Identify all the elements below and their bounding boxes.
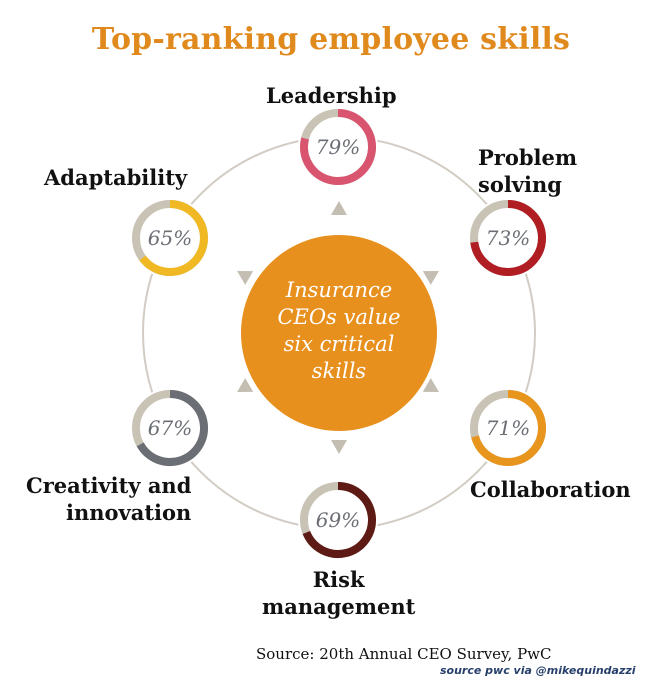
value-label-leadership: 79% xyxy=(316,135,360,159)
value-label-problem-solving: 73% xyxy=(486,226,530,250)
donut-arc-risk-management xyxy=(302,482,376,558)
donut-arc-leadership xyxy=(300,109,376,185)
skill-label-line: innovation xyxy=(66,500,192,525)
skill-label-collaboration: Collaboration xyxy=(470,476,631,503)
donut-backdrop-risk-management xyxy=(298,480,378,560)
donut-arc-creativity-innovation xyxy=(136,390,208,466)
skill-label-line: Adaptability xyxy=(44,165,188,190)
arrow-creativity-innovation xyxy=(237,378,254,392)
arrow-adaptability xyxy=(237,271,254,285)
center-text-line: Insurance xyxy=(285,278,392,302)
donut-arc-problem-solving xyxy=(470,200,546,276)
center-circle xyxy=(241,235,437,431)
center-text: Insurance CEOs value six critical skills xyxy=(277,278,400,383)
skill-label-line: Risk xyxy=(312,567,365,592)
arrow-problem-solving xyxy=(422,271,439,285)
center-text-line: six critical xyxy=(284,332,395,356)
donut-backdrop-collaboration xyxy=(468,388,548,468)
donut-backdrop-leadership xyxy=(298,107,378,187)
arrow-leadership xyxy=(331,201,347,215)
arrow-collaboration xyxy=(422,378,439,392)
chart-title: Top-ranking employee skills xyxy=(91,22,571,57)
donut-backdrop-creativity-innovation xyxy=(130,388,210,468)
donut-arc-collaboration xyxy=(471,390,546,466)
center-text-line: skills xyxy=(312,359,367,383)
skill-label-line: solving xyxy=(478,172,562,197)
skill-label-creativity-innovation: Creativity and innovation xyxy=(26,472,191,526)
value-label-risk-management: 69% xyxy=(316,508,360,532)
donut-arc-adaptability xyxy=(139,200,208,276)
skill-label-leadership: Leadership xyxy=(266,82,397,109)
skill-label-line: Problem xyxy=(478,145,578,170)
arrow-risk-management xyxy=(331,440,347,454)
skill-label-problem-solving: Problem solving xyxy=(478,144,577,198)
center-text-line: CEOs value xyxy=(277,305,400,329)
value-label-adaptability: 65% xyxy=(148,226,192,250)
skill-label-line: Collaboration xyxy=(470,477,631,502)
donut-backdrop-problem-solving xyxy=(468,198,548,278)
donut-backdrop-adaptability xyxy=(130,198,210,278)
skill-label-risk-management: Risk management xyxy=(262,566,415,620)
source-note: Source: 20th Annual CEO Survey, PwC xyxy=(256,645,552,663)
skill-label-line: management xyxy=(262,594,416,619)
value-label-collaboration: 71% xyxy=(486,416,530,440)
credit-note: source pwc via @mikequindazzi xyxy=(440,664,636,677)
value-label-creativity-innovation: 67% xyxy=(148,416,192,440)
skill-label-line: Creativity and xyxy=(26,473,192,498)
skill-label-line: Leadership xyxy=(266,83,397,108)
skill-label-adaptability: Adaptability xyxy=(44,164,187,191)
